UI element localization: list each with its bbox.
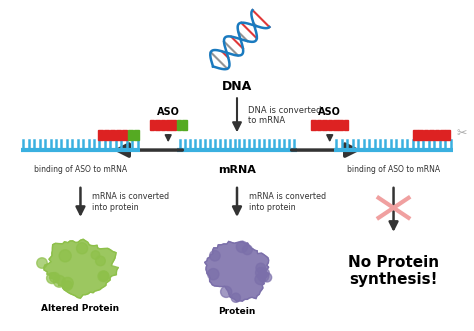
Circle shape	[236, 241, 247, 253]
Circle shape	[46, 273, 57, 284]
Bar	[446, 130, 450, 140]
Circle shape	[261, 269, 269, 277]
Bar	[424, 130, 428, 140]
Bar	[311, 120, 316, 130]
Text: DNA: DNA	[222, 80, 252, 93]
Bar	[110, 130, 115, 140]
Bar	[419, 130, 423, 140]
Text: ASO: ASO	[318, 107, 341, 117]
Bar	[328, 120, 332, 130]
Bar	[182, 120, 187, 130]
Bar	[172, 120, 176, 130]
Bar	[338, 120, 343, 130]
Text: ASO: ASO	[157, 107, 180, 117]
Bar	[344, 120, 348, 130]
Bar	[333, 120, 337, 130]
Circle shape	[98, 271, 109, 282]
Circle shape	[210, 251, 220, 261]
Bar	[104, 130, 109, 140]
Polygon shape	[205, 241, 269, 302]
Bar	[116, 130, 121, 140]
Circle shape	[50, 272, 60, 282]
Bar	[98, 130, 103, 140]
Text: DNA is converted
to mRNA: DNA is converted to mRNA	[248, 106, 321, 125]
Bar	[161, 120, 165, 130]
Polygon shape	[44, 239, 118, 298]
Bar	[122, 130, 127, 140]
Bar	[440, 130, 445, 140]
Circle shape	[258, 271, 269, 282]
Circle shape	[255, 267, 266, 278]
Circle shape	[62, 277, 73, 289]
Text: mRNA is converted
into protein: mRNA is converted into protein	[92, 192, 170, 212]
Bar	[322, 120, 327, 130]
Circle shape	[255, 274, 265, 285]
Text: mRNA is converted
into protein: mRNA is converted into protein	[249, 192, 326, 212]
Circle shape	[63, 281, 73, 290]
Bar	[177, 120, 182, 130]
Bar	[435, 130, 439, 140]
Circle shape	[231, 293, 240, 302]
Text: binding of ASO to mRNA: binding of ASO to mRNA	[347, 165, 440, 174]
Bar	[166, 120, 171, 130]
Text: mRNA: mRNA	[218, 165, 256, 175]
Circle shape	[243, 245, 252, 255]
Circle shape	[96, 256, 105, 266]
Circle shape	[208, 268, 219, 280]
Bar	[150, 120, 155, 130]
Circle shape	[36, 258, 47, 268]
Text: ✂: ✂	[456, 127, 466, 140]
Circle shape	[54, 275, 65, 287]
Text: Altered Protein: Altered Protein	[41, 305, 119, 313]
Circle shape	[59, 250, 71, 262]
Bar	[317, 120, 321, 130]
Text: binding of ASO to mRNA: binding of ASO to mRNA	[34, 165, 127, 174]
Circle shape	[263, 273, 272, 282]
Circle shape	[91, 251, 100, 259]
Circle shape	[220, 286, 232, 298]
Bar	[128, 130, 133, 140]
Bar	[155, 120, 160, 130]
Circle shape	[100, 271, 109, 281]
Text: Protein: Protein	[219, 307, 255, 316]
Circle shape	[76, 243, 88, 254]
Bar	[429, 130, 434, 140]
Bar	[413, 130, 418, 140]
Bar	[134, 130, 139, 140]
Circle shape	[256, 263, 265, 273]
Text: No Protein
synthesis!: No Protein synthesis!	[348, 255, 439, 287]
